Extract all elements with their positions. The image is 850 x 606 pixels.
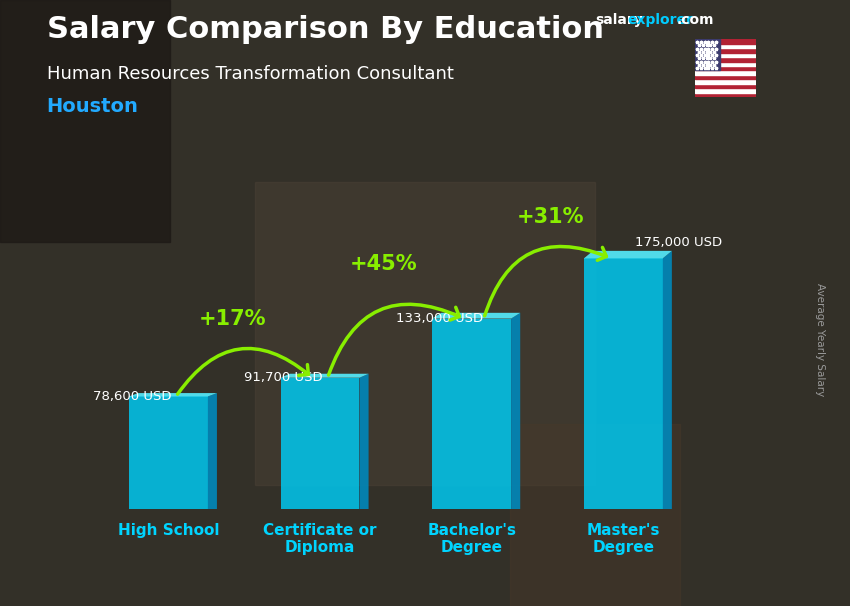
Text: Houston: Houston <box>47 97 139 116</box>
Text: Human Resources Transformation Consultant: Human Resources Transformation Consultan… <box>47 65 454 84</box>
Text: +17%: +17% <box>198 309 266 329</box>
Bar <box>255 182 595 485</box>
Bar <box>695 44 756 48</box>
Polygon shape <box>129 393 217 396</box>
Text: 91,700 USD: 91,700 USD <box>244 371 323 384</box>
Text: explorer: explorer <box>627 13 693 27</box>
Polygon shape <box>663 251 672 509</box>
Polygon shape <box>433 313 520 319</box>
Bar <box>695 75 756 79</box>
Polygon shape <box>433 319 511 509</box>
Bar <box>695 57 756 62</box>
Polygon shape <box>584 258 663 509</box>
Text: +45%: +45% <box>350 255 417 275</box>
Bar <box>695 88 756 93</box>
Bar <box>695 93 756 97</box>
Polygon shape <box>584 251 672 258</box>
Polygon shape <box>129 396 208 509</box>
Polygon shape <box>511 313 520 509</box>
Bar <box>695 79 756 84</box>
Polygon shape <box>280 378 360 509</box>
Bar <box>695 62 756 66</box>
Text: 133,000 USD: 133,000 USD <box>396 312 483 325</box>
Polygon shape <box>208 393 217 509</box>
Text: .com: .com <box>677 13 714 27</box>
Bar <box>510 424 680 606</box>
Text: +31%: +31% <box>517 207 584 227</box>
Text: Average Yearly Salary: Average Yearly Salary <box>815 283 825 396</box>
Bar <box>695 53 756 57</box>
Bar <box>695 66 756 70</box>
Text: 78,600 USD: 78,600 USD <box>93 390 171 403</box>
Text: salary: salary <box>595 13 643 27</box>
Polygon shape <box>360 374 369 509</box>
Bar <box>695 39 756 44</box>
Bar <box>695 84 756 88</box>
Bar <box>695 48 756 53</box>
Text: Salary Comparison By Education: Salary Comparison By Education <box>47 15 603 44</box>
Bar <box>695 39 720 70</box>
Bar <box>695 70 756 75</box>
Text: 175,000 USD: 175,000 USD <box>636 236 722 249</box>
Polygon shape <box>280 374 369 378</box>
Bar <box>0 0 170 242</box>
